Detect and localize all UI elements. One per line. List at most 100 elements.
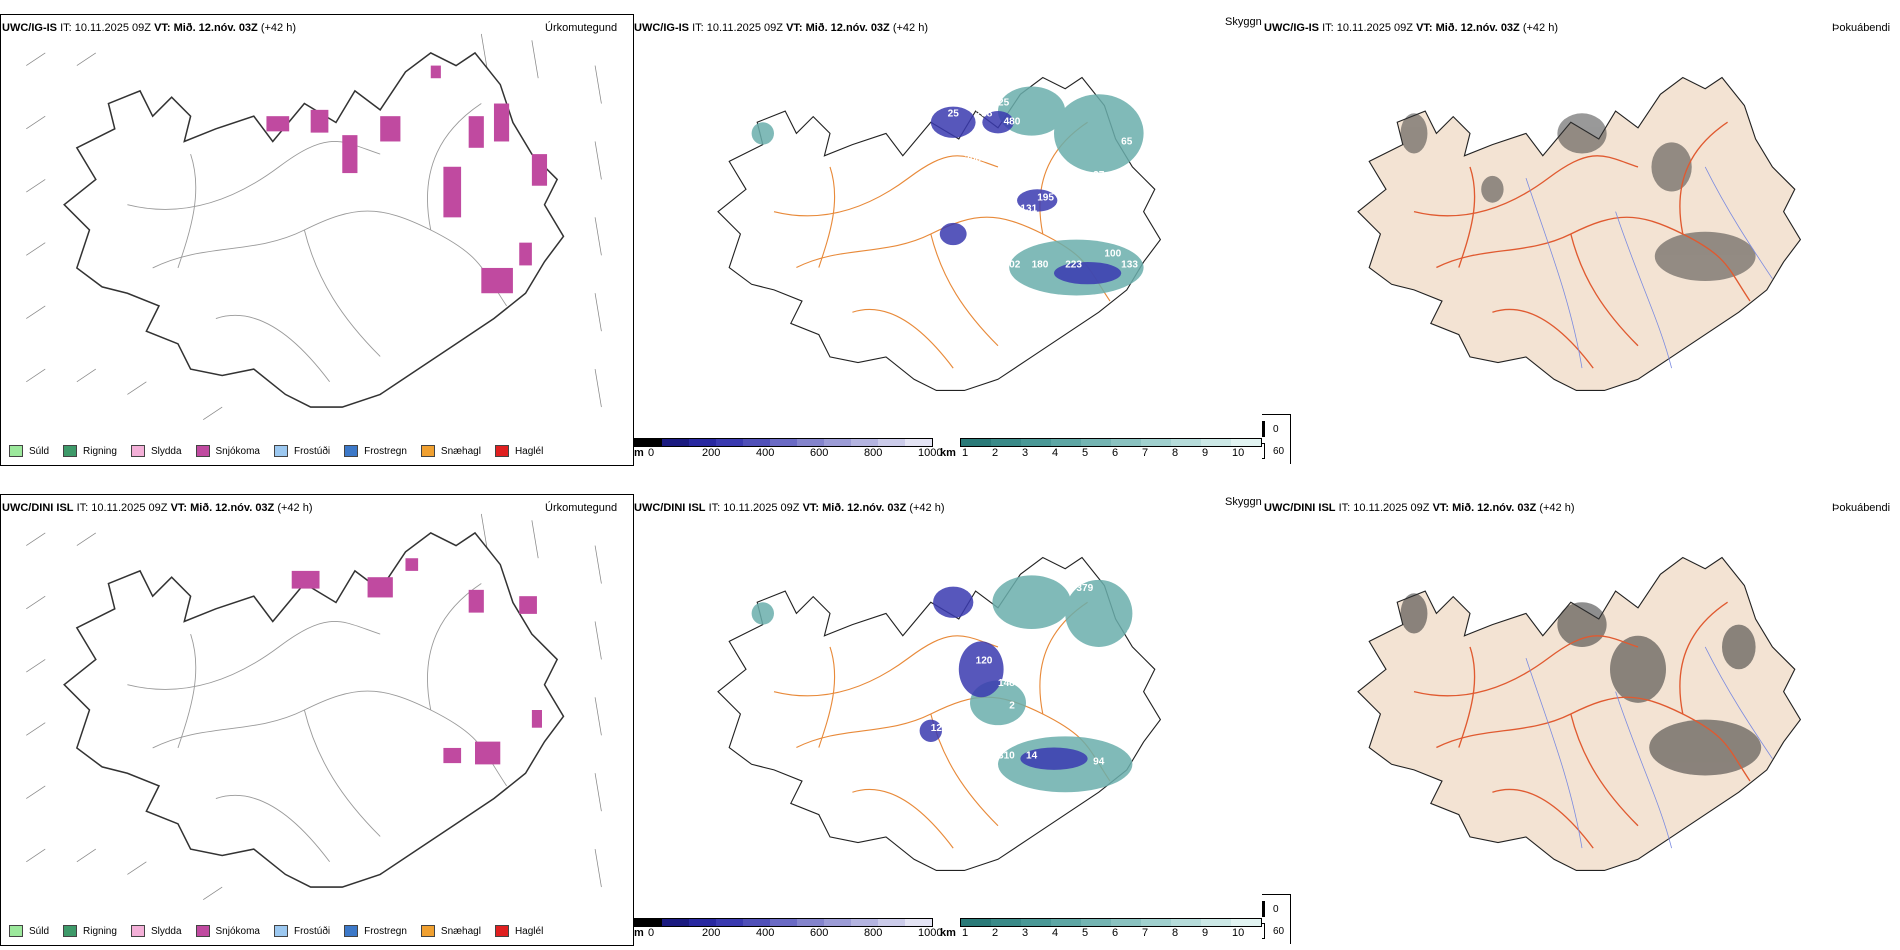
precip-legend-item: Snjókoma	[195, 445, 260, 457]
colorbar-cell	[824, 919, 851, 926]
colorbar-tick: 4	[1052, 447, 1059, 459]
cloud-value-label: 100	[1104, 248, 1121, 259]
visibility-colorbar-bottom	[960, 918, 1262, 927]
cloud-value-label: 302	[1004, 260, 1021, 271]
colorbar-cell	[905, 919, 932, 926]
colorbar-cell	[770, 439, 797, 446]
precip-legend-item: Haglél	[494, 445, 544, 457]
legend-swatch	[130, 925, 145, 937]
header-precip-top: UWC/IG-IS IT: 10.11.2025 09Z VT: Mið. 12…	[2, 22, 297, 34]
colorbar-cell	[1051, 919, 1081, 926]
colorbar-tick: 10	[1232, 447, 1245, 459]
cloud-value-label: 128	[931, 723, 948, 734]
legend-swatch	[273, 445, 288, 457]
cloud-value-label: 480	[1004, 116, 1021, 127]
precip-panel-bottom: Súld Rigning Slydda Snjókoma Frostúði Frostre…	[0, 494, 634, 946]
fog-panel-bottom: UWC/DINI ISL IT: 10.11.2025 09Z VT: Mið.…	[1262, 494, 1900, 944]
legend-swatch	[9, 925, 23, 937]
legend-swatch	[1262, 923, 1265, 939]
colorbar-cell	[716, 919, 743, 926]
colorbar-tick: 5	[1082, 927, 1089, 939]
precip-title-bottom: Úrkomutegund	[545, 502, 618, 514]
legend-swatch	[195, 925, 210, 937]
legend-label: Rigning	[83, 925, 117, 937]
cloud-title-bottom: Skyggni	[1225, 496, 1262, 508]
cloud-map-bottom: 25 379 11 120 148 2 128 310 14 94 12	[717, 556, 1161, 872]
precip-legend-item: Frostregn	[344, 445, 407, 457]
cloud-value-label: 133	[1121, 260, 1138, 271]
cloud-base-colorbar-bottom	[634, 918, 933, 927]
cloud-value-label: 120	[976, 656, 993, 667]
colorbar-cell	[851, 919, 878, 926]
legend-label: Frostregn	[364, 925, 407, 937]
legend-label: Súld	[29, 445, 50, 457]
legend-swatch	[494, 925, 509, 937]
legend-label: Haglél	[514, 445, 544, 457]
colorbar-cell	[1231, 439, 1261, 446]
legend-label: Frostregn	[364, 445, 407, 457]
legend-label: Slydda	[150, 445, 182, 457]
colorbar-tick: 600	[810, 447, 829, 459]
colorbar-cell	[1171, 919, 1201, 926]
precip-legend-bottom: Súld Rigning Slydda Snjókoma Frostúði Frostre…	[9, 925, 557, 937]
colorbar-tick: 6	[1112, 447, 1119, 459]
colorbar-tick: 3	[1022, 927, 1029, 939]
colorbar-tick: 4	[1052, 927, 1059, 939]
colorbar-tick: 200	[702, 447, 721, 459]
colorbar-cell	[797, 439, 824, 446]
legend-swatch	[1262, 443, 1265, 459]
precip-legend-item: Súld	[9, 445, 49, 457]
colorbar-cell	[961, 439, 991, 446]
colorbar-tick: 5	[1082, 447, 1089, 459]
colorbar-cell	[851, 439, 878, 446]
colorbar-tick: 600	[810, 927, 829, 939]
cloud-value-label: 131	[1020, 204, 1037, 215]
colorbar-tick: 400	[756, 447, 775, 459]
colorbar-cell	[1171, 439, 1201, 446]
precip-legend-item: Haglél	[494, 925, 544, 937]
fog-legend-item: 60	[1262, 923, 1284, 939]
colorbar-tick: 1000	[918, 447, 943, 459]
colorbar-cell	[743, 439, 770, 446]
cloud-value-label: 2	[1009, 700, 1015, 711]
precip-legend-item: Súld	[9, 925, 49, 937]
colorbar-cell	[878, 439, 905, 446]
legend-label: Frostúði	[293, 925, 331, 937]
legend-swatch	[63, 925, 78, 937]
header-fog-bottom: UWC/DINI ISL IT: 10.11.2025 09Z VT: Mið.…	[1264, 502, 1575, 514]
colorbar-tick: 800	[864, 447, 883, 459]
model-name: UWC/IG-IS	[2, 22, 57, 34]
legend-swatch	[195, 445, 210, 457]
precip-legend-item: Frostúði	[273, 445, 331, 457]
fog-legend-bottom: 0 60	[1262, 894, 1292, 944]
colorbar-tick: 9	[1202, 447, 1209, 459]
legend-swatch	[1262, 901, 1265, 917]
cloud-value-label: 25	[998, 97, 1010, 108]
legend-swatch	[344, 445, 359, 457]
colorbar-tick: 6	[1112, 927, 1119, 939]
fog-title-top: Þokuábendi	[1832, 22, 1891, 34]
colorbar-cell	[1201, 919, 1231, 926]
colorbar-cell	[689, 919, 716, 926]
cloud-value-label: 180	[1032, 260, 1049, 271]
fog-legend-top: 0 60	[1262, 414, 1292, 464]
colorbar-cell	[635, 439, 662, 446]
colorbar-cell	[961, 919, 991, 926]
visibility-colorbar-top	[960, 438, 1262, 447]
fog-map-top	[1357, 76, 1801, 392]
cloud-value-label: 27	[1093, 170, 1105, 181]
colorbar-tick: 2	[992, 447, 999, 459]
precip-title-top: Úrkomutegund	[545, 22, 618, 34]
colorbar-tick: 7	[1142, 447, 1149, 459]
colorbar-cell	[1141, 439, 1171, 446]
legend-swatch	[63, 445, 78, 457]
header-cloud-top: UWC/IG-IS IT: 10.11.2025 09Z VT: Mið. 12…	[634, 22, 929, 34]
cloud-value-label: 36	[1132, 220, 1144, 231]
cloud-value-label: 32	[1082, 192, 1094, 203]
legend-label: Frostúði	[293, 445, 331, 457]
legend-label: 60	[1273, 445, 1285, 457]
legend-label: Haglél	[514, 925, 544, 937]
legend-label: Snjókoma	[215, 445, 260, 457]
legend-label: Snæhagl	[440, 445, 481, 457]
legend-swatch	[1262, 421, 1265, 437]
